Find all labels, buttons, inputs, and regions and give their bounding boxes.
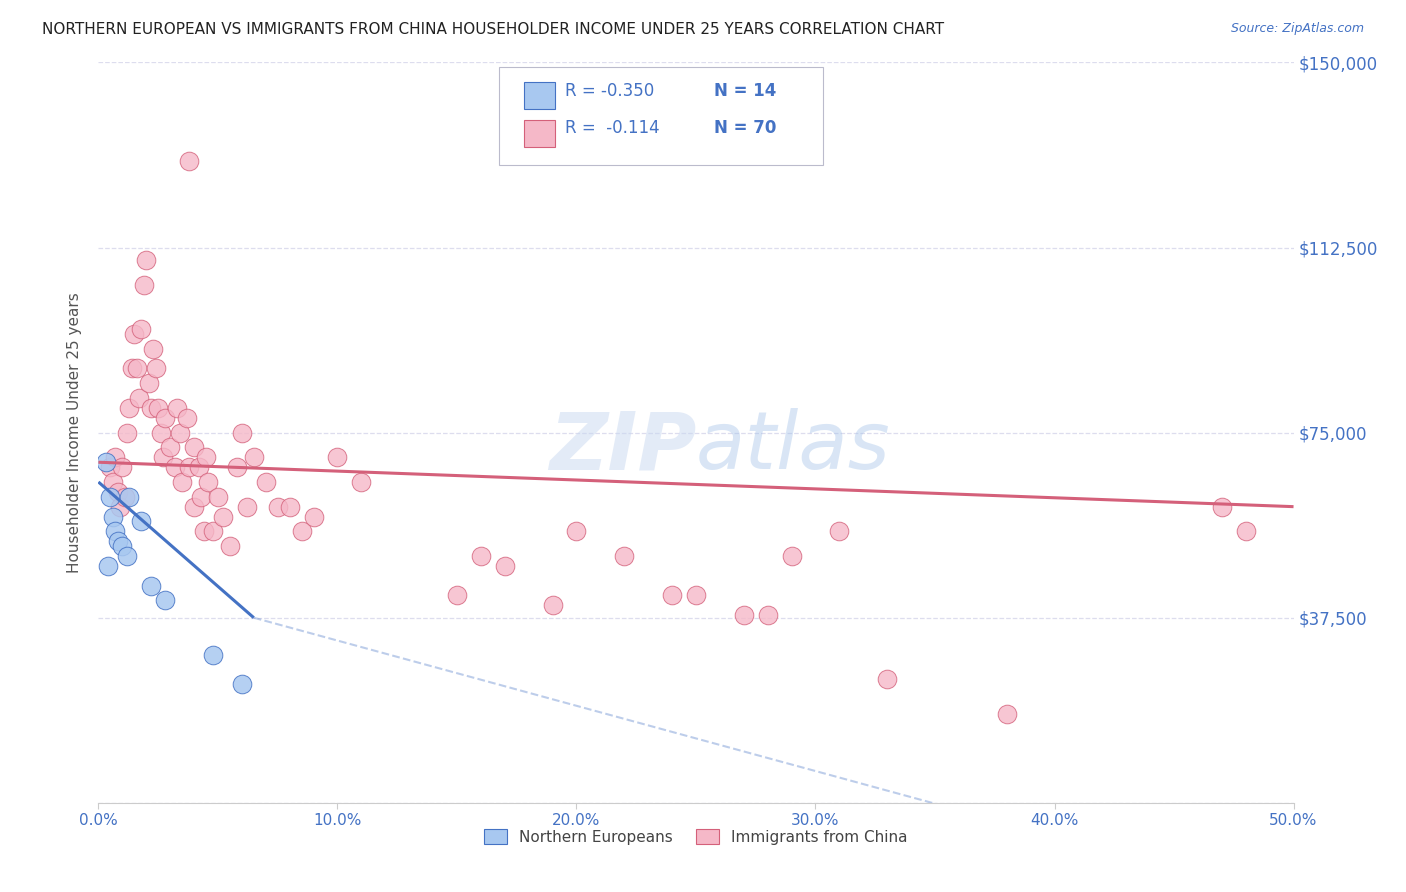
- Point: [243, 450, 266, 465]
- Point: [121, 361, 143, 376]
- Point: [124, 326, 146, 341]
- Text: atlas: atlas: [696, 409, 891, 486]
- Point: [138, 376, 160, 391]
- Point: [193, 524, 215, 539]
- Point: [111, 460, 134, 475]
- Text: NORTHERN EUROPEAN VS IMMIGRANTS FROM CHINA HOUSEHOLDER INCOME UNDER 25 YEARS COR: NORTHERN EUROPEAN VS IMMIGRANTS FROM CHI…: [42, 22, 945, 37]
- Point: [139, 579, 162, 593]
- Point: [97, 558, 120, 573]
- Point: [104, 524, 127, 539]
- Point: [179, 460, 201, 475]
- Point: [995, 706, 1018, 721]
- Point: [202, 524, 225, 539]
- Point: [101, 509, 124, 524]
- Point: [111, 539, 134, 553]
- Point: [131, 515, 153, 529]
- Point: [94, 455, 117, 469]
- Point: [661, 589, 683, 603]
- Legend: Northern Europeans, Immigrants from China: Northern Europeans, Immigrants from Chin…: [478, 822, 914, 851]
- Point: [446, 589, 468, 603]
- Point: [187, 460, 209, 475]
- Point: [166, 401, 188, 415]
- Point: [101, 475, 124, 489]
- Point: [183, 441, 205, 455]
- Point: [176, 410, 198, 425]
- Point: [155, 410, 177, 425]
- Point: [98, 460, 122, 475]
- Point: [139, 401, 162, 415]
- Text: N = 70: N = 70: [714, 119, 776, 136]
- Point: [163, 460, 186, 475]
- Point: [1234, 524, 1257, 539]
- Point: [685, 589, 707, 603]
- Point: [470, 549, 492, 563]
- Point: [148, 401, 170, 415]
- Point: [267, 500, 290, 514]
- Point: [128, 391, 150, 405]
- Point: [131, 322, 153, 336]
- Point: [135, 252, 157, 267]
- Point: [613, 549, 636, 563]
- Point: [231, 677, 253, 691]
- Point: [172, 475, 194, 489]
- Point: [828, 524, 851, 539]
- Point: [291, 524, 314, 539]
- Point: [145, 361, 167, 376]
- Point: [183, 500, 205, 514]
- Point: [142, 342, 165, 356]
- Point: [114, 490, 136, 504]
- Point: [235, 500, 257, 514]
- Point: [302, 509, 325, 524]
- Point: [197, 475, 219, 489]
- Text: R = -0.350: R = -0.350: [565, 82, 654, 100]
- Point: [226, 460, 249, 475]
- Point: [132, 277, 155, 292]
- Point: [179, 154, 201, 169]
- Point: [733, 608, 755, 623]
- Point: [190, 490, 212, 504]
- Point: [278, 500, 301, 514]
- Point: [118, 490, 141, 504]
- Point: [780, 549, 803, 563]
- Point: [1211, 500, 1233, 514]
- Point: [98, 490, 122, 504]
- Text: R =  -0.114: R = -0.114: [565, 119, 659, 136]
- Point: [876, 673, 898, 687]
- Point: [541, 599, 564, 613]
- Point: [104, 450, 127, 465]
- Point: [211, 509, 233, 524]
- Point: [207, 490, 229, 504]
- Text: ZIP: ZIP: [548, 409, 696, 486]
- Point: [108, 500, 131, 514]
- Point: [565, 524, 588, 539]
- Point: [152, 450, 174, 465]
- Point: [756, 608, 779, 623]
- Point: [115, 425, 138, 440]
- Point: [149, 425, 172, 440]
- Point: [169, 425, 191, 440]
- Point: [159, 441, 181, 455]
- Point: [326, 450, 349, 465]
- Y-axis label: Householder Income Under 25 years: Householder Income Under 25 years: [67, 293, 83, 573]
- Point: [219, 539, 242, 553]
- Point: [155, 593, 177, 607]
- Point: [115, 549, 138, 563]
- Point: [125, 361, 148, 376]
- Point: [107, 484, 129, 499]
- Point: [350, 475, 373, 489]
- Point: [202, 648, 225, 662]
- Point: [494, 558, 516, 573]
- Point: [107, 534, 129, 549]
- Point: [118, 401, 141, 415]
- Text: N = 14: N = 14: [714, 82, 776, 100]
- Point: [195, 450, 218, 465]
- Point: [231, 425, 253, 440]
- Point: [254, 475, 277, 489]
- Text: Source: ZipAtlas.com: Source: ZipAtlas.com: [1230, 22, 1364, 36]
